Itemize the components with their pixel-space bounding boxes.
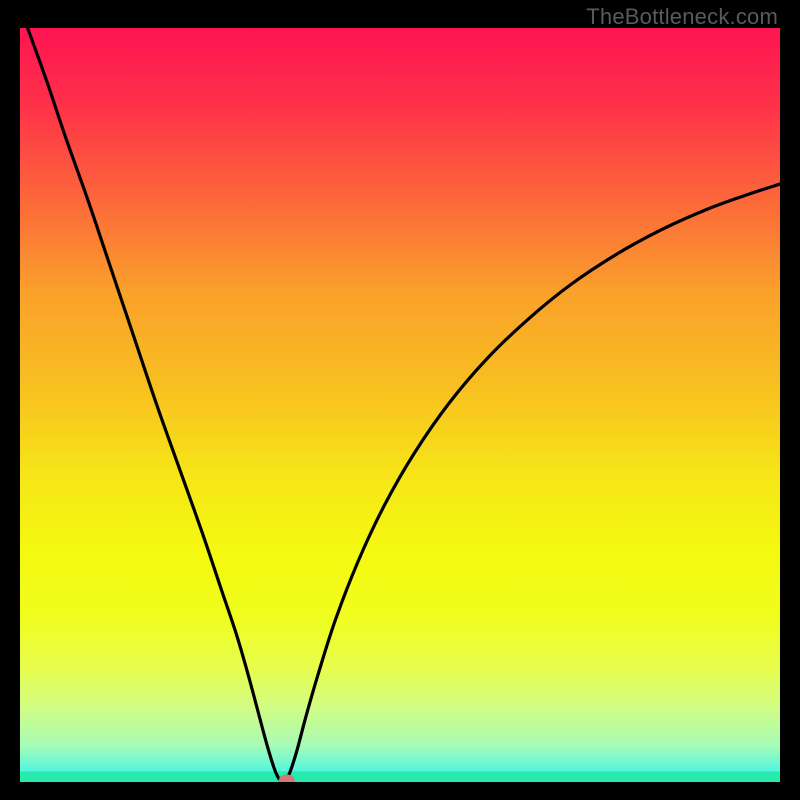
bottom-strip <box>20 771 780 782</box>
watermark-text: TheBottleneck.com <box>586 4 778 30</box>
gradient-background <box>20 28 780 782</box>
bottleneck-chart <box>20 28 780 782</box>
chart-container: TheBottleneck.com <box>0 0 800 800</box>
plot-area <box>20 28 780 782</box>
